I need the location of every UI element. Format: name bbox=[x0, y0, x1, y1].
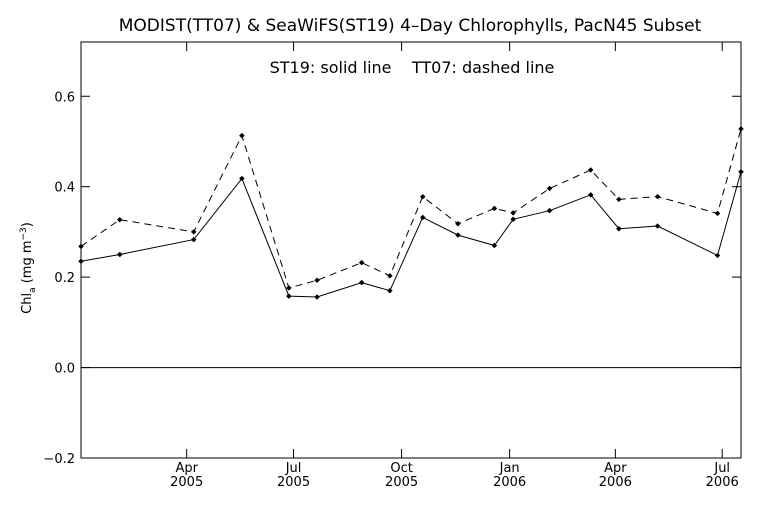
x-tick-label-year: 2006 bbox=[599, 475, 632, 490]
plot-frame bbox=[80, 41, 742, 459]
data-point-tt07 bbox=[239, 132, 245, 139]
data-point-st19 bbox=[455, 232, 461, 238]
y-axis-label-units: (mg m bbox=[20, 240, 35, 287]
x-tick-label-month: Jul bbox=[285, 461, 302, 476]
data-point-tt07 bbox=[78, 243, 84, 250]
data-point-st19 bbox=[587, 191, 594, 198]
data-point-st19 bbox=[546, 207, 553, 214]
data-point-st19 bbox=[738, 168, 744, 175]
data-point-tt07 bbox=[491, 205, 498, 212]
plot-area: −0.20.00.20.40.6Apr2005Jul2005Oct2005Jan… bbox=[43, 41, 744, 490]
data-point-st19 bbox=[510, 216, 517, 223]
y-tick-label: 0.4 bbox=[54, 181, 75, 196]
x-tick-label-year: 2006 bbox=[493, 475, 526, 490]
data-point-tt07 bbox=[738, 125, 744, 132]
data-point-tt07 bbox=[455, 220, 461, 227]
data-point-tt07 bbox=[387, 272, 393, 279]
data-point-tt07 bbox=[116, 216, 123, 223]
data-point-st19 bbox=[491, 242, 498, 249]
y-axis-label-units-end: ) bbox=[20, 222, 35, 227]
data-point-st19 bbox=[116, 251, 123, 258]
x-tick-label-year: 2005 bbox=[170, 475, 203, 490]
x-tick-label-month: Jan bbox=[499, 461, 520, 476]
data-point-tt07 bbox=[510, 210, 517, 216]
y-tick-label: 0.6 bbox=[54, 90, 75, 105]
data-point-tt07 bbox=[714, 210, 721, 217]
data-point-st19 bbox=[239, 175, 245, 182]
x-tick-label-month: Jul bbox=[713, 461, 730, 476]
data-point-tt07 bbox=[616, 196, 622, 203]
y-tick-label: 0.0 bbox=[54, 362, 75, 377]
data-point-st19 bbox=[616, 225, 622, 232]
x-tick-label-month: Apr bbox=[175, 461, 198, 476]
y-axis-label-units-exponent: −3 bbox=[19, 227, 29, 240]
data-point-st19 bbox=[419, 214, 426, 221]
data-point-tt07 bbox=[286, 285, 292, 291]
data-point-st19 bbox=[654, 223, 661, 229]
data-point-st19 bbox=[190, 236, 197, 243]
data-point-tt07 bbox=[190, 229, 197, 235]
y-tick-label: 0.2 bbox=[54, 271, 75, 286]
data-point-tt07 bbox=[419, 193, 426, 200]
data-point-st19 bbox=[314, 294, 320, 300]
y-axis-label: Chla (mg m−3) bbox=[19, 222, 38, 314]
data-point-tt07 bbox=[358, 259, 365, 266]
y-axis-label-subscript: a bbox=[28, 287, 38, 293]
data-point-tt07 bbox=[546, 185, 553, 192]
chart-annotation: ST19: solid line TT07: dashed line bbox=[270, 58, 555, 77]
chart-title: MODIST(TT07) & SeaWiFS(ST19) 4–Day Chlor… bbox=[119, 16, 702, 36]
data-point-st19 bbox=[78, 258, 84, 265]
x-tick-label-month: Oct bbox=[390, 461, 412, 476]
y-axis-label-main: Chl bbox=[20, 293, 35, 314]
data-point-tt07 bbox=[654, 193, 661, 200]
series-line-tt07 bbox=[80, 128, 742, 289]
data-point-tt07 bbox=[314, 277, 320, 284]
data-point-st19 bbox=[387, 287, 393, 294]
data-point-tt07 bbox=[587, 167, 594, 173]
data-point-st19 bbox=[714, 252, 721, 259]
series-line-st19 bbox=[80, 171, 742, 298]
data-point-st19 bbox=[286, 293, 292, 299]
y-tick-label: −0.2 bbox=[43, 452, 75, 467]
x-tick-label-year: 2005 bbox=[385, 475, 418, 490]
x-tick-label-year: 2006 bbox=[706, 475, 739, 490]
x-tick-label-year: 2005 bbox=[277, 475, 310, 490]
x-tick-label-month: Apr bbox=[604, 461, 627, 476]
data-point-st19 bbox=[358, 279, 365, 286]
